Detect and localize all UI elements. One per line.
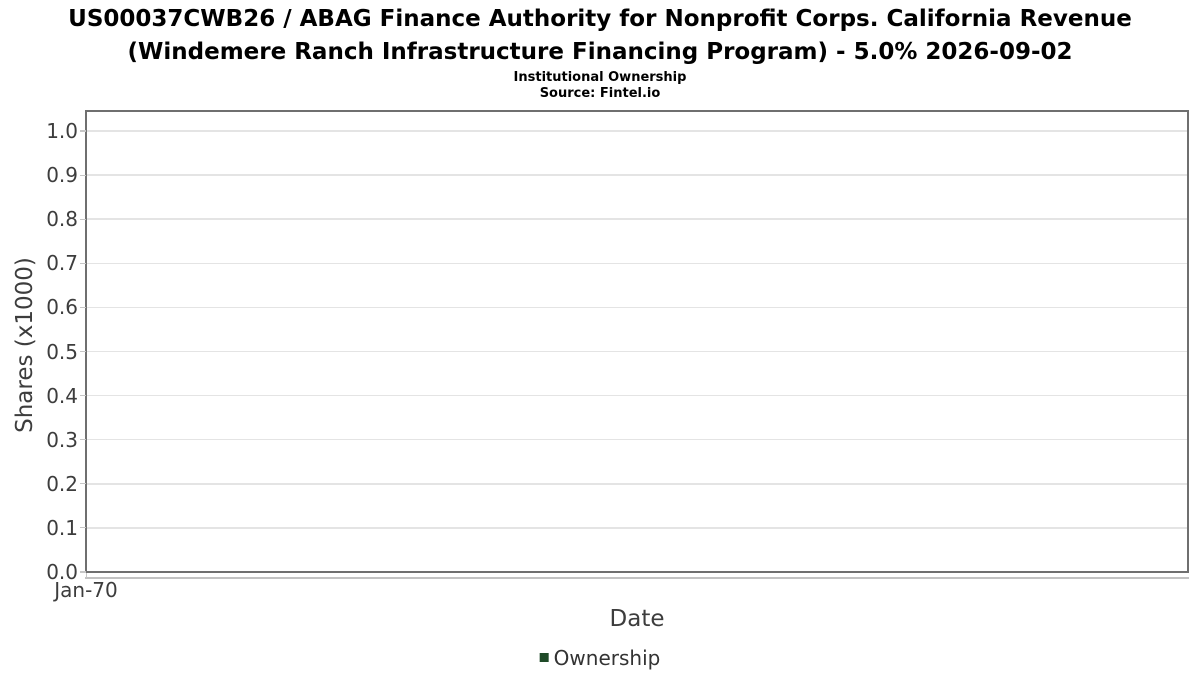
legend-item-ownership[interactable]: Ownership: [539, 645, 661, 671]
legend-marker-icon: [539, 653, 549, 662]
y-tick-mark: [80, 439, 86, 441]
y-tick-mark: [80, 527, 86, 529]
y-tick-label: 0.3: [46, 427, 78, 452]
y-gridline: [87, 394, 1187, 397]
x-axis-line: [85, 577, 1189, 579]
y-tick-mark: [80, 571, 86, 573]
y-tick-mark: [80, 218, 86, 220]
x-tick-mark: [85, 573, 87, 578]
y-tick-label: 0.7: [46, 251, 78, 276]
y-tick-label: 0.9: [46, 163, 78, 188]
y-tick-label: 0.4: [46, 383, 78, 408]
y-tick-mark: [80, 395, 86, 397]
chart-subtitle: Institutional Ownership: [513, 70, 687, 85]
y-gridline: [87, 306, 1187, 309]
y-gridline: [87, 350, 1187, 353]
y-gridline: [87, 438, 1187, 441]
y-tick-mark: [80, 483, 86, 485]
y-tick-label: 0.0: [46, 560, 78, 584]
x-tick-label: Jan-70: [54, 578, 118, 602]
y-gridline: [87, 174, 1187, 176]
chart-title-line1: US00037CWB26 / ABAG Finance Authority fo…: [68, 6, 1132, 32]
chart-header: US00037CWB26 / ABAG Finance Authority fo…: [0, 0, 1200, 102]
y-tick-label: 0.1: [46, 515, 78, 540]
y-gridline: [87, 130, 1187, 132]
y-gridline: [87, 483, 1187, 485]
chart-title-line2: (Windemere Ranch Infrastructure Financin…: [127, 38, 1073, 65]
plot-area: [85, 110, 1189, 573]
y-tick-label: 0.6: [46, 295, 78, 320]
y-tick-mark: [80, 174, 86, 176]
y-tick-mark: [80, 130, 86, 132]
legend-label: Ownership: [553, 646, 661, 670]
y-gridline: [87, 527, 1187, 529]
x-axis-title: Date: [609, 606, 665, 632]
y-gridline: [87, 262, 1187, 265]
chart-source-credit: Source: Fintel.io: [539, 86, 661, 101]
y-gridline: [87, 218, 1187, 220]
y-tick-mark: [80, 262, 86, 264]
y-tick-mark: [80, 306, 86, 308]
y-tick-label: 0.2: [46, 471, 78, 496]
y-tick-label: 1.0: [46, 119, 78, 143]
y-tick-mark: [80, 350, 86, 353]
y-tick-label: 0.5: [46, 339, 78, 364]
y-tick-label: 0.8: [46, 207, 78, 232]
